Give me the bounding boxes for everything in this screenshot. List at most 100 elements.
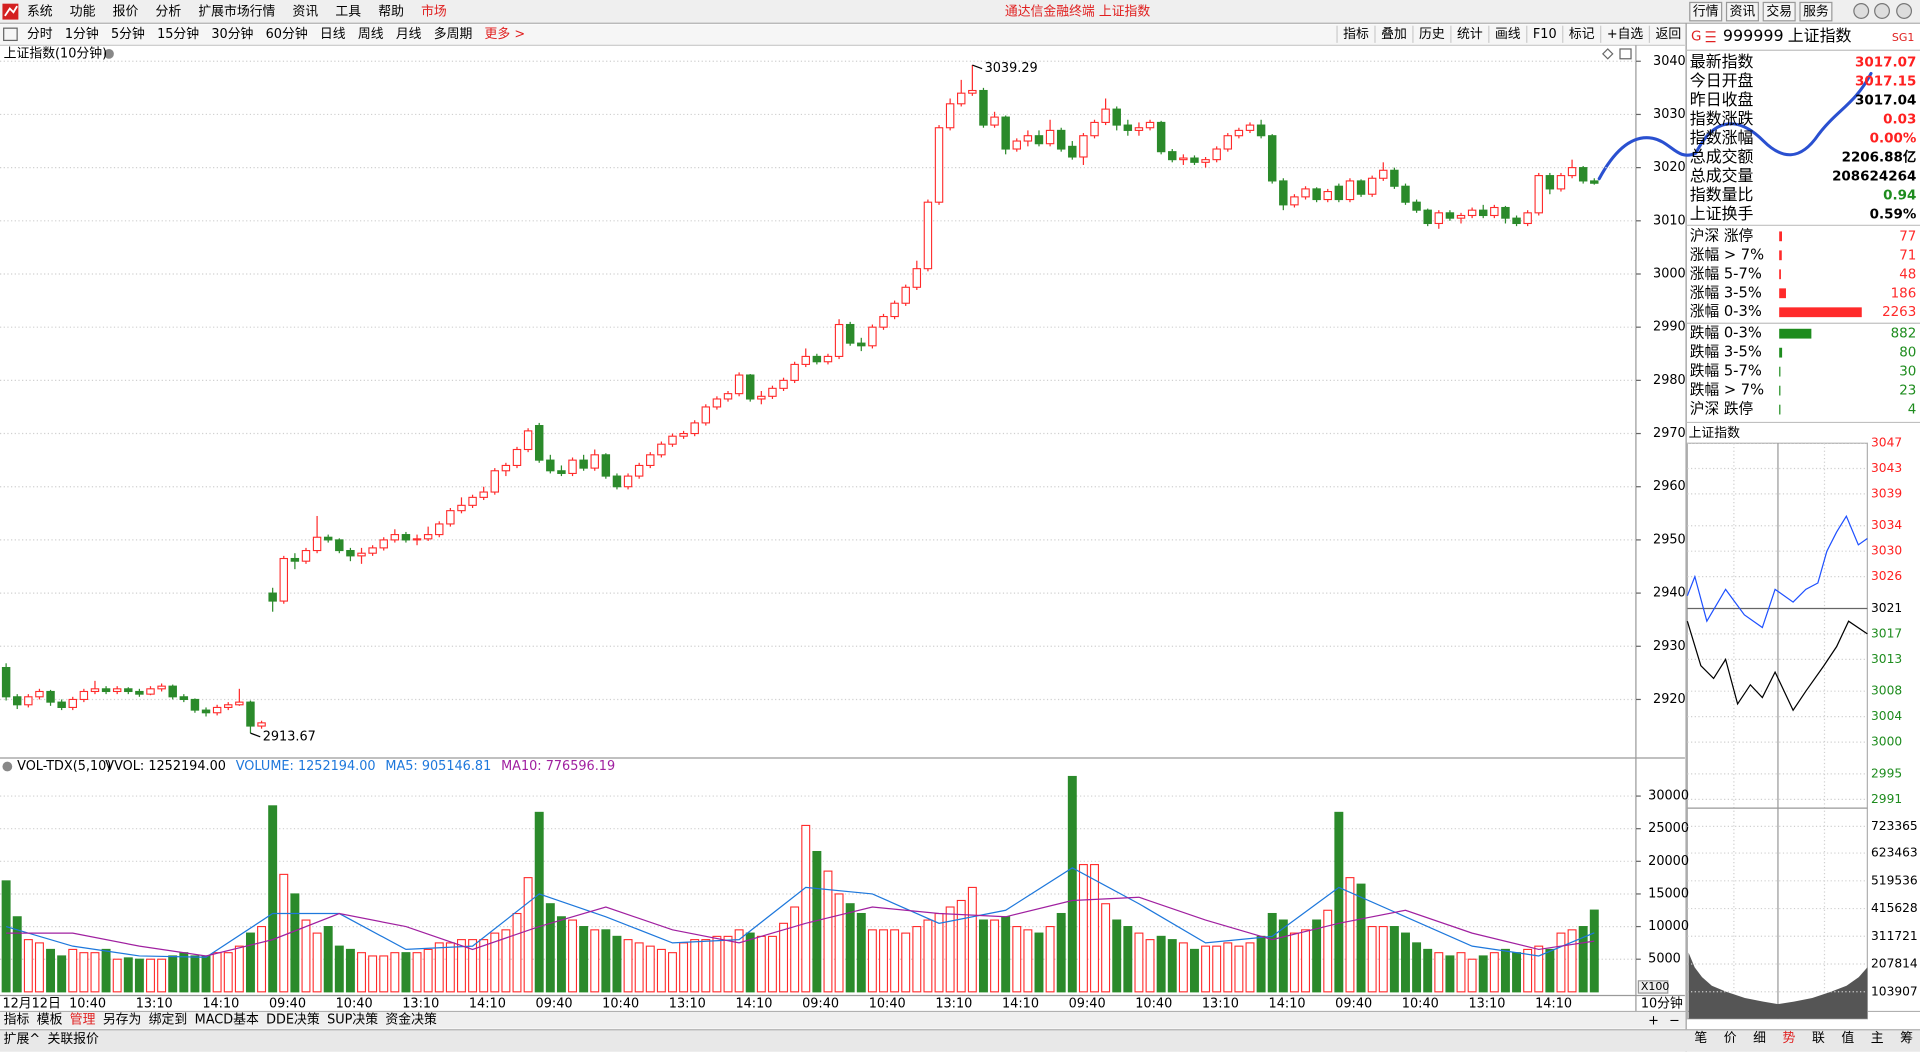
y-tick-label: 20000 (1648, 854, 1689, 869)
menu-item[interactable]: 系统 (27, 5, 53, 20)
menu-item[interactable]: 扩展市场行情 (198, 4, 275, 20)
quote-label: 总成交量 (1690, 166, 1754, 185)
tool-button[interactable]: F10 (1533, 27, 1557, 42)
panel-tab[interactable]: 细 (1753, 1031, 1766, 1046)
menu-item[interactable]: 资讯 (293, 5, 319, 20)
unit-frame (1637, 980, 1669, 994)
volume-bar (701, 939, 711, 993)
menu-item[interactable]: 市场 (421, 4, 447, 20)
zoom-in[interactable]: + (1648, 1014, 1659, 1029)
y-tick-label: 3026 (1871, 569, 1902, 583)
volume-bar (668, 952, 677, 993)
bottom-tab[interactable]: 模板 (37, 1013, 63, 1028)
menu-item[interactable]: 分析 (155, 5, 181, 20)
period-tab[interactable]: 日线 (320, 27, 346, 42)
menu-item[interactable]: 报价 (113, 5, 139, 20)
panel-tab[interactable]: 价 (1724, 1031, 1737, 1046)
candle-body (412, 538, 422, 541)
volume-bar (823, 870, 833, 993)
bottom-tab[interactable]: MACD基本 (195, 1013, 259, 1028)
volume-bar (856, 912, 866, 993)
status-item[interactable]: 关联报价 (47, 1032, 99, 1047)
bottom-tab[interactable]: 管理 (70, 1013, 96, 1028)
bottom-tab[interactable]: 另存为 (103, 1013, 142, 1028)
bottom-tab[interactable]: 资金决策 (385, 1012, 437, 1028)
toolbar-button[interactable]: 服务 (1803, 4, 1829, 20)
candle-body (1012, 140, 1021, 150)
period-tab[interactable]: 多周期 (434, 27, 473, 42)
x-tick-label: 13:10 (1468, 997, 1505, 1012)
volume-bar (190, 955, 200, 993)
window-close[interactable] (1896, 3, 1913, 19)
tool-button[interactable]: 统计 (1457, 27, 1483, 42)
period-tab[interactable]: 分时 (27, 27, 53, 42)
breadth-bar (1779, 404, 1781, 415)
bottom-tab[interactable]: SUP决策 (327, 1012, 378, 1028)
menu-item[interactable]: 工具 (335, 5, 361, 20)
volume-bar (234, 945, 244, 993)
volume-bar (1123, 926, 1133, 993)
tool-button[interactable]: 历史 (1419, 27, 1445, 42)
tool-button[interactable]: 返回 (1656, 27, 1682, 42)
menu-item[interactable]: 帮助 (378, 5, 404, 20)
breadth-label: 跌幅 > 7% (1690, 382, 1764, 399)
volume-bar (1534, 945, 1544, 993)
panel-tab[interactable]: 势 (1783, 1030, 1796, 1046)
x-tick-label: 13:10 (1202, 997, 1239, 1012)
volume-bar (745, 932, 755, 993)
window-minimize[interactable] (1853, 3, 1870, 19)
tool-button[interactable]: 标记 (1569, 27, 1595, 42)
quote-value: 208624264 (1832, 169, 1916, 184)
period-tab[interactable]: 30分钟 (211, 26, 253, 42)
candle-body (179, 696, 189, 701)
bottom-tab[interactable]: 绑定到 (149, 1013, 188, 1028)
period-tab[interactable]: 60分钟 (266, 26, 308, 42)
toolbar-button[interactable]: 行情 (1693, 5, 1719, 20)
volume-bar (112, 958, 122, 993)
period-tab[interactable]: 更多 > (485, 27, 526, 42)
candle-body (1068, 145, 1077, 158)
volume-bar (1289, 932, 1299, 993)
status-item[interactable]: 扩展^ (4, 1032, 40, 1047)
bottom-tab[interactable]: 指标 (4, 1013, 30, 1028)
candle-body (212, 706, 222, 714)
window-restore[interactable] (1874, 3, 1891, 19)
candle-body (1179, 157, 1188, 161)
candle-body (1312, 188, 1321, 201)
candle-body (690, 422, 699, 435)
breadth-bar (1779, 328, 1812, 339)
candle-body (235, 701, 244, 706)
bottom-tab[interactable]: DDE决策 (266, 1012, 320, 1028)
volume-bar (879, 929, 888, 993)
period-tab[interactable]: 周线 (358, 27, 384, 42)
candle-body (890, 302, 899, 318)
period-tab[interactable]: 月线 (396, 27, 422, 42)
tool-button[interactable]: +自选 (1607, 27, 1644, 42)
panel-tab[interactable]: 主 (1871, 1031, 1884, 1046)
panel-tab[interactable]: 联 (1812, 1031, 1825, 1046)
volume-bar (123, 957, 133, 993)
y-tick-label: 3043 (1871, 461, 1902, 475)
candle-body (1467, 209, 1477, 217)
period-tab[interactable]: 1分钟 (65, 26, 99, 42)
toolbar-button[interactable]: 交易 (1766, 4, 1792, 20)
breadth-value: 30 (1899, 365, 1916, 380)
zoom-out[interactable]: − (1669, 1014, 1680, 1029)
volume-bar (401, 952, 411, 993)
candle-body (590, 454, 599, 469)
candle-body (112, 688, 122, 693)
volume-bar (1234, 945, 1244, 993)
panel-tab[interactable]: 值 (1841, 1030, 1854, 1046)
toolbar-button[interactable]: 资讯 (1730, 5, 1756, 20)
panel-tab[interactable]: 笔 (1694, 1030, 1707, 1046)
tool-button[interactable]: 画线 (1495, 27, 1521, 42)
tool-button[interactable]: 指标 (1343, 27, 1369, 42)
y-tick-label: 3008 (1871, 684, 1902, 698)
period-tab[interactable]: 15分钟 (157, 26, 199, 42)
x-tick-label: 13:10 (669, 997, 706, 1012)
menu-item[interactable]: 功能 (70, 5, 96, 20)
indicator-icon (2, 761, 13, 772)
panel-tab[interactable]: 筹 (1900, 1030, 1913, 1046)
tool-button[interactable]: 叠加 (1381, 27, 1407, 42)
period-tab[interactable]: 5分钟 (111, 26, 145, 42)
